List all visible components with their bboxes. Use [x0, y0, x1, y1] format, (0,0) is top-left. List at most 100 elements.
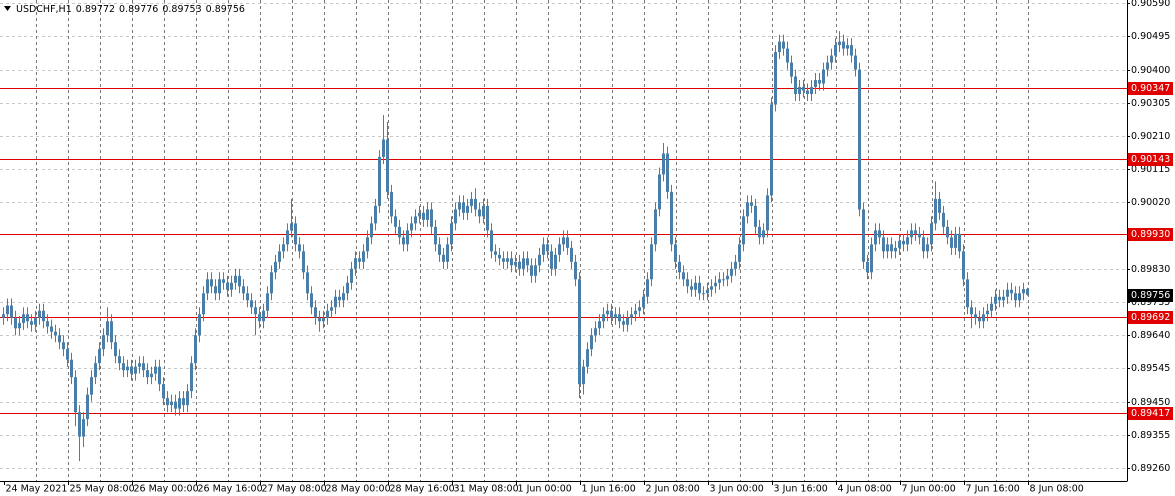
candle-body: [818, 80, 821, 84]
candle-body: [250, 300, 253, 308]
candle-body: [2, 314, 5, 318]
candle-body: [338, 296, 341, 301]
candle-body: [690, 286, 693, 290]
candle-body: [158, 366, 161, 385]
candle-body: [562, 237, 565, 245]
candle-body: [642, 296, 645, 308]
candle-body: [518, 261, 521, 269]
candle-body: [130, 366, 133, 374]
candle-body: [934, 198, 937, 224]
candle-body: [510, 258, 513, 266]
menu-triangle[interactable]: [4, 6, 11, 11]
candle-body: [190, 363, 193, 392]
candle-body: [66, 349, 69, 360]
candle-body: [118, 356, 121, 364]
candle-body: [698, 282, 701, 294]
candle-body: [42, 310, 45, 322]
candle-body: [918, 233, 921, 238]
candle-body: [122, 363, 125, 371]
candle-body: [866, 261, 869, 273]
candle-body: [830, 55, 833, 63]
candle-body: [46, 321, 49, 327]
candle-body: [810, 87, 813, 95]
candle-body: [598, 321, 601, 329]
candle-body: [370, 223, 373, 238]
x-tick-label: 7 Jun 16:00: [966, 484, 1020, 495]
candle-body: [154, 366, 157, 374]
candle-body: [282, 244, 285, 252]
candle-body: [294, 223, 297, 245]
x-tick-label: 3 Jun 00:00: [710, 484, 764, 495]
candle-body: [806, 90, 809, 95]
x-tick-label: 31 May 08:00: [454, 484, 519, 495]
candle-body: [886, 244, 889, 252]
candle-body: [242, 286, 245, 294]
candle-body: [182, 398, 185, 406]
candle-body: [654, 209, 657, 245]
candle-body: [942, 212, 945, 227]
candle-body: [694, 282, 697, 290]
candle-body: [1010, 289, 1013, 294]
candle-body: [774, 52, 777, 105]
candle-body: [1006, 289, 1009, 297]
candle-body: [486, 205, 489, 231]
candle-body: [714, 282, 717, 287]
candle-body: [994, 296, 997, 304]
candle-body: [278, 251, 281, 262]
candle-body: [906, 237, 909, 245]
candle-body: [550, 251, 553, 269]
candle-body: [770, 104, 773, 196]
candle-body: [470, 198, 473, 206]
level-label: 0.89692: [1131, 312, 1170, 323]
candle-body: [38, 310, 41, 318]
candle-body: [966, 279, 969, 308]
candle-body: [10, 305, 13, 318]
level-label: 0.89930: [1131, 229, 1170, 240]
candle-body: [646, 279, 649, 297]
candle-body: [846, 45, 849, 49]
candle-body: [126, 366, 129, 371]
y-tick-label: 0.89260: [1131, 463, 1170, 474]
candle-body: [534, 265, 537, 276]
candle-body: [842, 41, 845, 49]
x-tick-label: 26 May 00:00: [134, 484, 199, 495]
y-tick-label: 0.90400: [1131, 65, 1170, 76]
candle-body: [526, 258, 529, 266]
candle-body: [786, 48, 789, 63]
candle-body: [494, 251, 497, 255]
symbol: USDCHF,H1: [16, 4, 72, 15]
candle-body: [274, 261, 277, 273]
candle-body: [626, 317, 629, 325]
candle-body: [162, 384, 165, 399]
chart-title: USDCHF,H1 0.89772 0.89776 0.89753 0.89756: [16, 4, 245, 15]
current-price-tag: [1128, 289, 1173, 302]
candle-body: [610, 310, 613, 318]
candle-body: [882, 237, 885, 252]
labels: 0.90590 0.90495 0.90400 0.90305 0.90210 0.901…: [4, 0, 1173, 495]
candle-body: [630, 314, 633, 318]
candle-body: [910, 230, 913, 238]
candle-body: [82, 419, 85, 437]
y-tick-label: 0.90115: [1131, 164, 1170, 175]
x-tick-label: 7 Jun 00:00: [902, 484, 956, 495]
title-open: 0.89772: [76, 4, 115, 15]
candle-body: [30, 321, 33, 325]
candle-body: [750, 202, 753, 206]
candle-body: [262, 310, 265, 322]
candle-body: [950, 237, 953, 248]
candle-body: [330, 307, 333, 311]
candle-body: [214, 286, 217, 294]
y-tick-label: 0.89830: [1131, 264, 1170, 275]
candle-body: [166, 398, 169, 406]
level-tag: [1128, 311, 1173, 324]
candle-body: [186, 391, 189, 406]
candle-body: [74, 377, 77, 413]
candle-body: [78, 412, 81, 437]
y-tick-label: 0.90590: [1131, 0, 1170, 9]
candle-body: [758, 226, 761, 238]
candle-body: [254, 307, 257, 315]
candle-body: [782, 41, 785, 49]
candle-body: [490, 230, 493, 252]
candle-body: [578, 279, 581, 385]
